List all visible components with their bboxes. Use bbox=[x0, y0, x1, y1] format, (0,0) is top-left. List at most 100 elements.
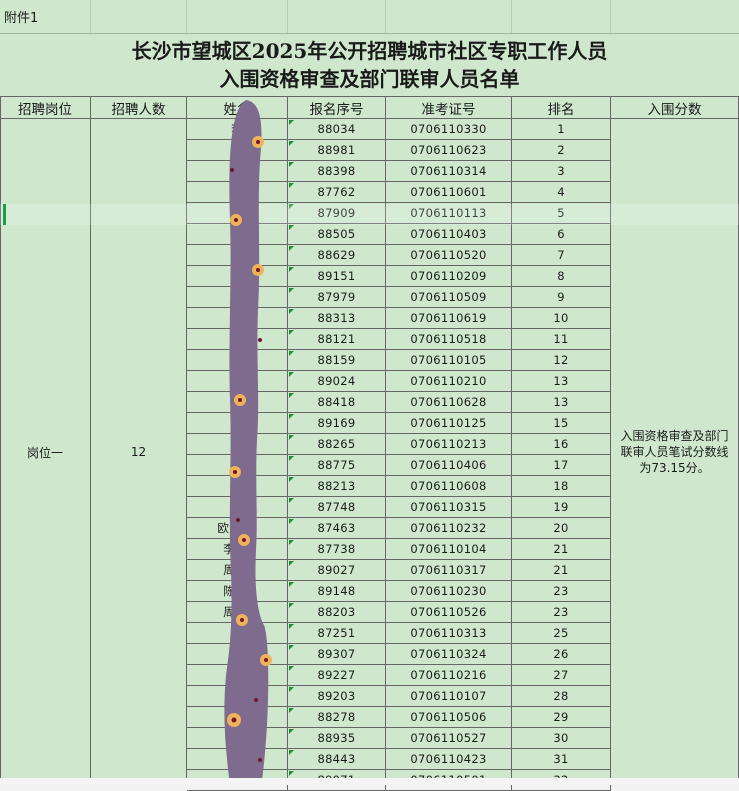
cell-ticket-no[interactable]: 0706110403 bbox=[386, 224, 512, 245]
cell-ticket-no[interactable]: 0706110619 bbox=[386, 308, 512, 329]
cell-reg-no[interactable]: 89169 bbox=[288, 413, 386, 434]
cell-rank[interactable]: 30 bbox=[512, 728, 611, 749]
cell-reg-no[interactable]: 88505 bbox=[288, 224, 386, 245]
cell-ticket-no[interactable]: 0706110210 bbox=[386, 371, 512, 392]
cell-reg-no[interactable]: 88278 bbox=[288, 707, 386, 728]
cell-ticket-no[interactable]: 0706110324 bbox=[386, 644, 512, 665]
cell-reg-no[interactable]: 87251 bbox=[288, 623, 386, 644]
cell-reg-no[interactable]: 89151 bbox=[288, 266, 386, 287]
cell-rank[interactable]: 25 bbox=[512, 623, 611, 644]
cell-rank[interactable]: 28 bbox=[512, 686, 611, 707]
cell-reg-no[interactable]: 89148 bbox=[288, 581, 386, 602]
cell-rank[interactable]: 5 bbox=[512, 203, 611, 224]
cell-ticket-no[interactable]: 0706110520 bbox=[386, 245, 512, 266]
cell-ticket-no[interactable]: 0706110317 bbox=[386, 560, 512, 581]
header-reg-no[interactable]: 报名序号 bbox=[288, 97, 386, 119]
cell-reg-no[interactable]: 88203 bbox=[288, 602, 386, 623]
cell-rank[interactable]: 6 bbox=[512, 224, 611, 245]
cell-rank[interactable]: 18 bbox=[512, 476, 611, 497]
cell-rank[interactable]: 17 bbox=[512, 455, 611, 476]
header-ticket-no[interactable]: 准考证号 bbox=[386, 97, 512, 119]
cell-reg-no[interactable]: 88213 bbox=[288, 476, 386, 497]
cell-rank[interactable]: 23 bbox=[512, 602, 611, 623]
cell-rank[interactable]: 27 bbox=[512, 665, 611, 686]
header-count[interactable]: 招聘人数 bbox=[91, 97, 187, 119]
cell-reg-no[interactable]: 87463 bbox=[288, 518, 386, 539]
header-position[interactable]: 招聘岗位 bbox=[0, 97, 91, 119]
cell-ticket-no[interactable]: 0706110232 bbox=[386, 518, 512, 539]
cell-rank[interactable]: 23 bbox=[512, 581, 611, 602]
cell-ticket-no[interactable]: 0706110107 bbox=[386, 686, 512, 707]
cell-reg-no[interactable]: 89027 bbox=[288, 560, 386, 581]
cell-ticket-no[interactable]: 0706110518 bbox=[386, 329, 512, 350]
cell-ticket-no[interactable]: 0706110315 bbox=[386, 497, 512, 518]
cell-reg-no[interactable]: 88775 bbox=[288, 455, 386, 476]
cell-ticket-no[interactable]: 0706110330 bbox=[386, 119, 512, 140]
cell-rank[interactable]: 19 bbox=[512, 497, 611, 518]
cell-reg-no[interactable]: 89024 bbox=[288, 371, 386, 392]
cell-rank[interactable]: 15 bbox=[512, 413, 611, 434]
cell-ticket-no[interactable]: 0706110506 bbox=[386, 707, 512, 728]
cell-reg-no[interactable]: 88935 bbox=[288, 728, 386, 749]
cell-reg-no[interactable]: 89227 bbox=[288, 665, 386, 686]
position-cell[interactable]: 岗位一 bbox=[0, 119, 91, 785]
cell-rank[interactable]: 20 bbox=[512, 518, 611, 539]
cell-reg-no[interactable]: 87979 bbox=[288, 287, 386, 308]
cell-ticket-no[interactable]: 0706110628 bbox=[386, 392, 512, 413]
cell-rank[interactable]: 10 bbox=[512, 308, 611, 329]
cell-reg-no[interactable]: 88443 bbox=[288, 749, 386, 770]
cell-reg-no[interactable]: 87909 bbox=[288, 203, 386, 224]
cell-ticket-no[interactable]: 0706110313 bbox=[386, 623, 512, 644]
cell-reg-no[interactable]: 88398 bbox=[288, 161, 386, 182]
cell-reg-no[interactable]: 89203 bbox=[288, 686, 386, 707]
cell-reg-no[interactable]: 89307 bbox=[288, 644, 386, 665]
cell-rank[interactable]: 21 bbox=[512, 560, 611, 581]
cell-ticket-no[interactable]: 0706110230 bbox=[386, 581, 512, 602]
cell-ticket-no[interactable]: 0706110423 bbox=[386, 749, 512, 770]
cell-rank[interactable]: 2 bbox=[512, 140, 611, 161]
cell-rank[interactable]: 16 bbox=[512, 434, 611, 455]
cell-reg-no[interactable]: 87738 bbox=[288, 539, 386, 560]
header-rank[interactable]: 排名 bbox=[512, 97, 611, 119]
cell-ticket-no[interactable]: 0706110509 bbox=[386, 287, 512, 308]
cell-ticket-no[interactable]: 0706110104 bbox=[386, 539, 512, 560]
cell-ticket-no[interactable]: 0706110125 bbox=[386, 413, 512, 434]
cell-reg-no[interactable]: 88629 bbox=[288, 245, 386, 266]
cell-ticket-no[interactable]: 0706110406 bbox=[386, 455, 512, 476]
cell-rank[interactable]: 8 bbox=[512, 266, 611, 287]
cell-ticket-no[interactable]: 0706110526 bbox=[386, 602, 512, 623]
cell-reg-no[interactable]: 88265 bbox=[288, 434, 386, 455]
cell-ticket-no[interactable]: 0706110113 bbox=[386, 203, 512, 224]
cell-reg-no[interactable]: 88121 bbox=[288, 329, 386, 350]
cell-rank[interactable]: 12 bbox=[512, 350, 611, 371]
cell-ticket-no[interactable]: 0706110608 bbox=[386, 476, 512, 497]
cell-ticket-no[interactable]: 0706110527 bbox=[386, 728, 512, 749]
cell-ticket-no[interactable]: 0706110314 bbox=[386, 161, 512, 182]
cell-ticket-no[interactable]: 0706110105 bbox=[386, 350, 512, 371]
cell-ticket-no[interactable]: 0706110623 bbox=[386, 140, 512, 161]
table-title[interactable]: 长沙市望城区2025年公开招聘城市社区专职工作人员 入围资格审查及部门联审人员名… bbox=[0, 34, 739, 97]
cell-ticket-no[interactable]: 0706110601 bbox=[386, 182, 512, 203]
header-score[interactable]: 入围分数 bbox=[611, 97, 739, 119]
cell-rank[interactable]: 9 bbox=[512, 287, 611, 308]
cell-reg-no[interactable]: 88313 bbox=[288, 308, 386, 329]
cell-rank[interactable]: 1 bbox=[512, 119, 611, 140]
cell-reg-no[interactable]: 88418 bbox=[288, 392, 386, 413]
cell-reg-no[interactable]: 88159 bbox=[288, 350, 386, 371]
cell-reg-no[interactable]: 88034 bbox=[288, 119, 386, 140]
cell-reg-no[interactable]: 87762 bbox=[288, 182, 386, 203]
cell-rank[interactable]: 11 bbox=[512, 329, 611, 350]
cell-rank[interactable]: 21 bbox=[512, 539, 611, 560]
cell-reg-no[interactable]: 88981 bbox=[288, 140, 386, 161]
cell-rank[interactable]: 13 bbox=[512, 392, 611, 413]
cell-ticket-no[interactable]: 0706110209 bbox=[386, 266, 512, 287]
score-cell[interactable]: 入围资格审查及部门联审人员笔试分数线为73.15分。 bbox=[611, 119, 739, 785]
cell-rank[interactable]: 7 bbox=[512, 245, 611, 266]
count-cell[interactable]: 12 bbox=[91, 119, 187, 785]
cell-rank[interactable]: 26 bbox=[512, 644, 611, 665]
cell-ticket-no[interactable]: 0706110216 bbox=[386, 665, 512, 686]
cell-rank[interactable]: 3 bbox=[512, 161, 611, 182]
cell-rank[interactable]: 31 bbox=[512, 749, 611, 770]
cell-ticket-no[interactable]: 0706110213 bbox=[386, 434, 512, 455]
cell-rank[interactable]: 13 bbox=[512, 371, 611, 392]
